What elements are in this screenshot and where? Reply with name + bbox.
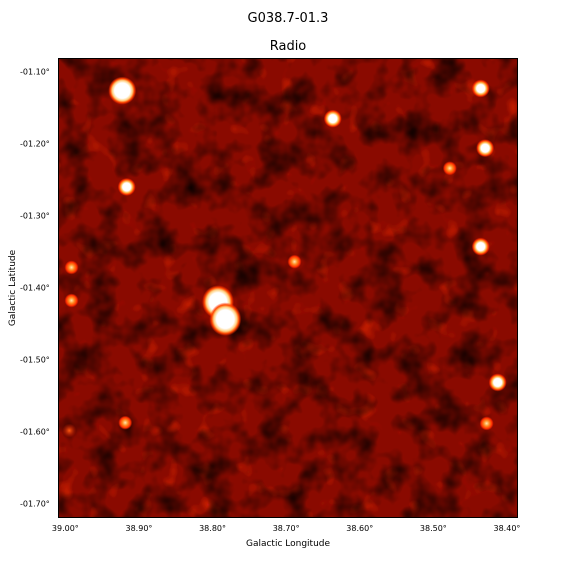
radio-source <box>117 177 136 196</box>
radio-source <box>64 293 79 308</box>
y-tick-label: -01.10° <box>20 67 50 77</box>
radio-source <box>118 415 133 430</box>
y-tick-label: -01.40° <box>20 283 50 293</box>
radio-source <box>287 254 302 269</box>
radio-image-panel <box>58 58 518 518</box>
figure-suptitle: G038.7-01.3 <box>247 11 329 26</box>
radio-source <box>64 260 79 275</box>
radio-map-image <box>59 59 517 517</box>
y-tick-label: -01.50° <box>20 355 50 365</box>
x-tick-label: 38.60° <box>346 524 374 533</box>
radio-source <box>442 161 457 176</box>
radio-source <box>488 373 507 392</box>
x-tick-label: 38.80° <box>199 524 226 533</box>
panel-title: Radio <box>269 39 307 54</box>
y-tick-label: -01.20° <box>20 139 50 149</box>
x-tick-label: 39.00° <box>51 524 79 533</box>
y-tick-label: -01.30° <box>20 211 50 221</box>
x-tick-label: 38.40° <box>493 524 521 533</box>
radio-source <box>476 139 495 158</box>
x-tick-label: 38.50° <box>419 524 447 533</box>
radio-source <box>108 76 137 105</box>
radio-source <box>471 79 490 98</box>
radio-source <box>209 302 242 336</box>
radio-source <box>471 237 490 256</box>
x-tick-label: 38.90° <box>125 524 153 533</box>
radio-source <box>62 423 77 438</box>
x-tick-label: 38.70° <box>272 524 300 533</box>
radio-source <box>479 416 494 431</box>
x-axis-label: Galactic Longitude <box>245 539 331 549</box>
y-tick-label: -01.60° <box>20 427 50 437</box>
y-axis-label: Galactic Latitude <box>8 249 18 327</box>
radio-source <box>323 109 342 128</box>
y-tick-label: -01.70° <box>20 499 50 509</box>
